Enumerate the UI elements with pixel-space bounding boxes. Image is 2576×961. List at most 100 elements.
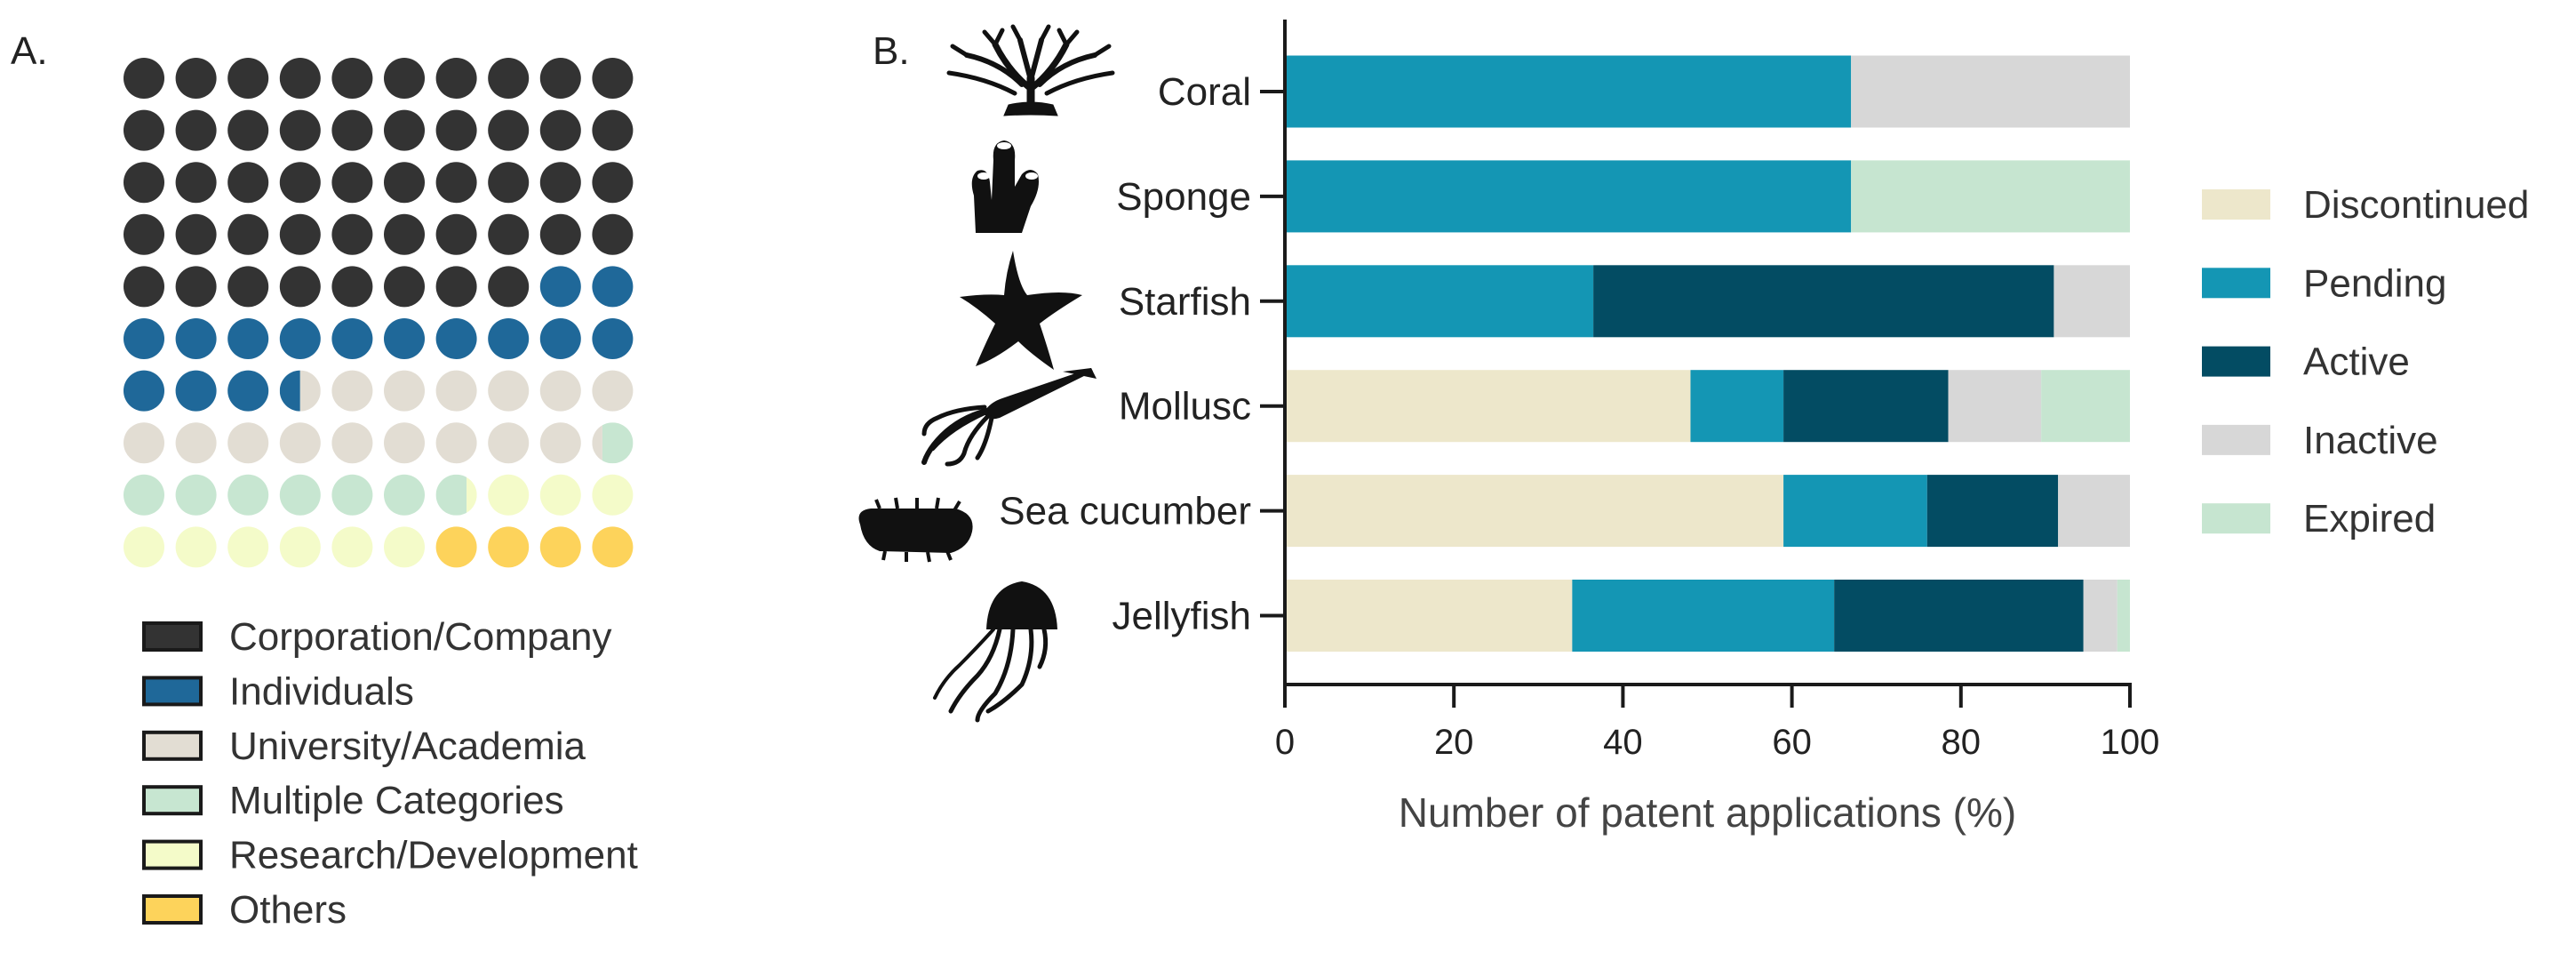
legend-b-swatch (2202, 424, 2270, 455)
waffle-dot-corporation-company (592, 213, 634, 255)
waffle-dot-corporation-company (175, 266, 217, 308)
legend-a-label: Research/Development (229, 834, 638, 877)
waffle-dot-individuals (331, 318, 373, 359)
waffle-dot-university-academia (539, 422, 581, 464)
waffle-dot-corporation-company (124, 58, 164, 99)
bar-jellyfish-discontinued (1285, 580, 1573, 652)
waffle-dot-corporation-company (124, 213, 164, 255)
legend-b-label: Inactive (2303, 419, 2438, 462)
waffle-legend: Corporation/Company Individuals University… (142, 615, 638, 932)
legend-b-swatch (2202, 346, 2270, 377)
x-tick-label: 0 (1275, 723, 1295, 762)
waffle-dot-corporation-company (592, 109, 634, 151)
waffle-dot-corporation-company (592, 162, 634, 204)
bar-starfish-pending (1285, 265, 1594, 338)
waffle-dot-corporation-company (331, 213, 373, 255)
bar-sea-cucumber-active (1926, 475, 2059, 548)
legend-b-label: Pending (2303, 261, 2446, 305)
category-label: Sea cucumber (999, 490, 1251, 533)
bar-mollusc-active (1783, 370, 1949, 443)
waffle-dot-corporation-company (539, 58, 581, 99)
waffle-dot-multiple-categories (175, 474, 217, 516)
bar-starfish-active (1593, 265, 2054, 338)
waffle-dot-individuals (488, 318, 530, 359)
waffle-dot-research-development (384, 526, 425, 568)
bar-jellyfish-inactive (2083, 580, 2117, 652)
waffle-dot-corporation-company (175, 213, 217, 255)
waffle-dot-corporation-company (279, 266, 321, 308)
category-label: Starfish (1119, 280, 1251, 324)
bar-jellyfish-expired (2117, 580, 2130, 652)
waffle-dot-others (539, 526, 581, 568)
waffle-dot-multiple-categories (384, 474, 425, 516)
waffle-dot-research-development (331, 526, 373, 568)
legend-a-label: Corporation/Company (229, 615, 611, 659)
waffle-dot-corporation-company (175, 162, 217, 204)
waffle-dot-multiple-categories (279, 474, 321, 516)
waffle-dot-corporation-company (227, 266, 269, 308)
waffle-dot-university-academia (435, 422, 477, 464)
x-tick-label: 60 (1772, 723, 1812, 762)
waffle-dot-university-academia (124, 422, 164, 464)
waffle-dot-university-academia (488, 370, 530, 412)
waffle-dot-corporation-company (331, 162, 373, 204)
bar-mollusc-discontinued (1285, 370, 1691, 443)
waffle-dot-university-academia (227, 422, 269, 464)
waffle-dot-individuals (124, 370, 164, 412)
waffle-dot-corporation-company (539, 109, 581, 151)
stacked-bar-chart: Coral Sponge Starfish Mollusc Sea cucumber Je… (999, 20, 2159, 836)
waffle-dot-part-multiple-categories (435, 474, 467, 516)
waffle-dot-university-academia (435, 370, 477, 412)
waffle-dot-part-multiple-categories (602, 422, 634, 464)
waffle-dot-corporation-company (488, 109, 530, 151)
waffle-dot-corporation-company (384, 109, 425, 151)
bar-sponge-expired (1851, 160, 2130, 233)
bar-sea-cucumber-discontinued (1285, 475, 1784, 548)
waffle-dot-individuals (175, 370, 217, 412)
waffle-dot-university-academia (539, 370, 581, 412)
legend-b-swatch (2202, 503, 2270, 534)
x-axis-label: Number of patent applications (%) (1399, 789, 2016, 836)
waffle-dot-individuals (227, 318, 269, 359)
waffle-dot-corporation-company (331, 58, 373, 99)
waffle-dot-research-development (539, 474, 581, 516)
waffle-dot-research-development (227, 526, 269, 568)
waffle-dot-multiple-categories (227, 474, 269, 516)
bar-jellyfish-active (1834, 580, 2084, 652)
waffle-dot-others (488, 526, 530, 568)
sea-cucumber-icon (858, 497, 973, 563)
waffle-dot-research-development (279, 526, 321, 568)
waffle-dot-corporation-company (488, 162, 530, 204)
waffle-dot-corporation-company (227, 162, 269, 204)
x-tick-label: 40 (1603, 723, 1643, 762)
bar-mollusc-expired (2041, 370, 2130, 443)
category-label: Coral (1158, 70, 1251, 114)
waffle-dot-corporation-company (435, 213, 477, 255)
waffle-dot-corporation-company (124, 109, 164, 151)
waffle-dot-part-individuals (279, 370, 300, 412)
bar-coral-inactive (1851, 55, 2130, 128)
legend-a-swatch (142, 621, 203, 652)
waffle-dot-corporation-company (592, 58, 634, 99)
jellyfish-icon (933, 581, 1057, 723)
waffle-dot-individuals (279, 318, 321, 359)
category-label: Jellyfish (1113, 595, 1252, 638)
waffle-dot-multiple-categories (331, 474, 373, 516)
bar-mollusc-inactive (1948, 370, 2042, 443)
waffle-dot-university-academia (279, 422, 321, 464)
bar-legend: Discontinued Pending Active Inactive Expired (2202, 183, 2529, 541)
waffle-dot-multiple-categories (124, 474, 164, 516)
x-tick-label: 80 (1942, 723, 1982, 762)
waffle-dot-corporation-company (279, 213, 321, 255)
bar-sponge-pending (1285, 160, 1852, 233)
bar-sea-cucumber-inactive (2058, 475, 2130, 548)
waffle-dot-individuals (435, 318, 477, 359)
waffle-dot-corporation-company (279, 162, 321, 204)
waffle-dot-corporation-company (279, 109, 321, 151)
waffle-dot-corporation-company (227, 213, 269, 255)
waffle-dot-university-academia (488, 422, 530, 464)
x-tick-label: 100 (2101, 723, 2160, 762)
legend-a-swatch (142, 894, 203, 925)
bar-jellyfish-pending (1572, 580, 1835, 652)
waffle-dot-research-development (592, 474, 634, 516)
